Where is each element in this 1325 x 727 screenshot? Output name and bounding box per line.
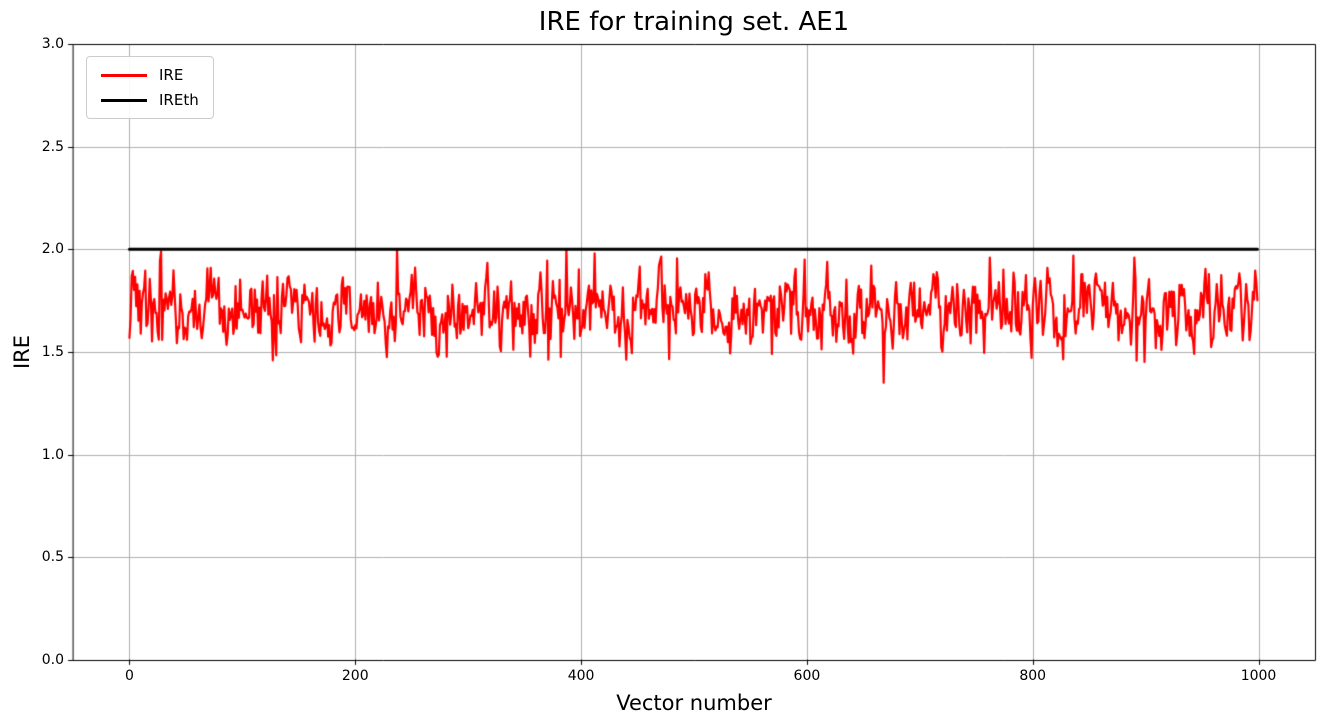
legend-label: IREth — [159, 91, 199, 109]
chart-title: IRE for training set. AE1 — [538, 7, 850, 37]
x-axis-label: Vector number — [616, 691, 772, 715]
x-tick-label: 400 — [567, 668, 595, 684]
x-tick-label: 800 — [1019, 668, 1047, 684]
y-tick-label: 2.5 — [41, 138, 64, 155]
legend-label: IRE — [159, 66, 184, 84]
y-tick-label: 3.0 — [41, 36, 64, 52]
legend: IRE IREth — [86, 56, 214, 119]
y-tick-label: 1.0 — [41, 446, 64, 463]
x-tick-label: 0 — [124, 668, 134, 684]
y-tick-label: 0.0 — [41, 652, 64, 668]
y-tick-label: 0.5 — [41, 549, 64, 566]
y-axis-label: IRE — [10, 334, 34, 370]
x-tick-label: 600 — [793, 668, 821, 684]
y-tick-label: 1.5 — [41, 344, 64, 360]
legend-entry: IRE — [101, 66, 199, 84]
y-tick-label: 2.0 — [41, 241, 64, 258]
legend-entry: IREth — [101, 91, 199, 109]
x-tick-label: 1000 — [1240, 668, 1277, 684]
x-tick-label: 200 — [341, 668, 369, 684]
legend-line-sample — [101, 98, 147, 102]
legend-line-sample — [101, 73, 147, 77]
